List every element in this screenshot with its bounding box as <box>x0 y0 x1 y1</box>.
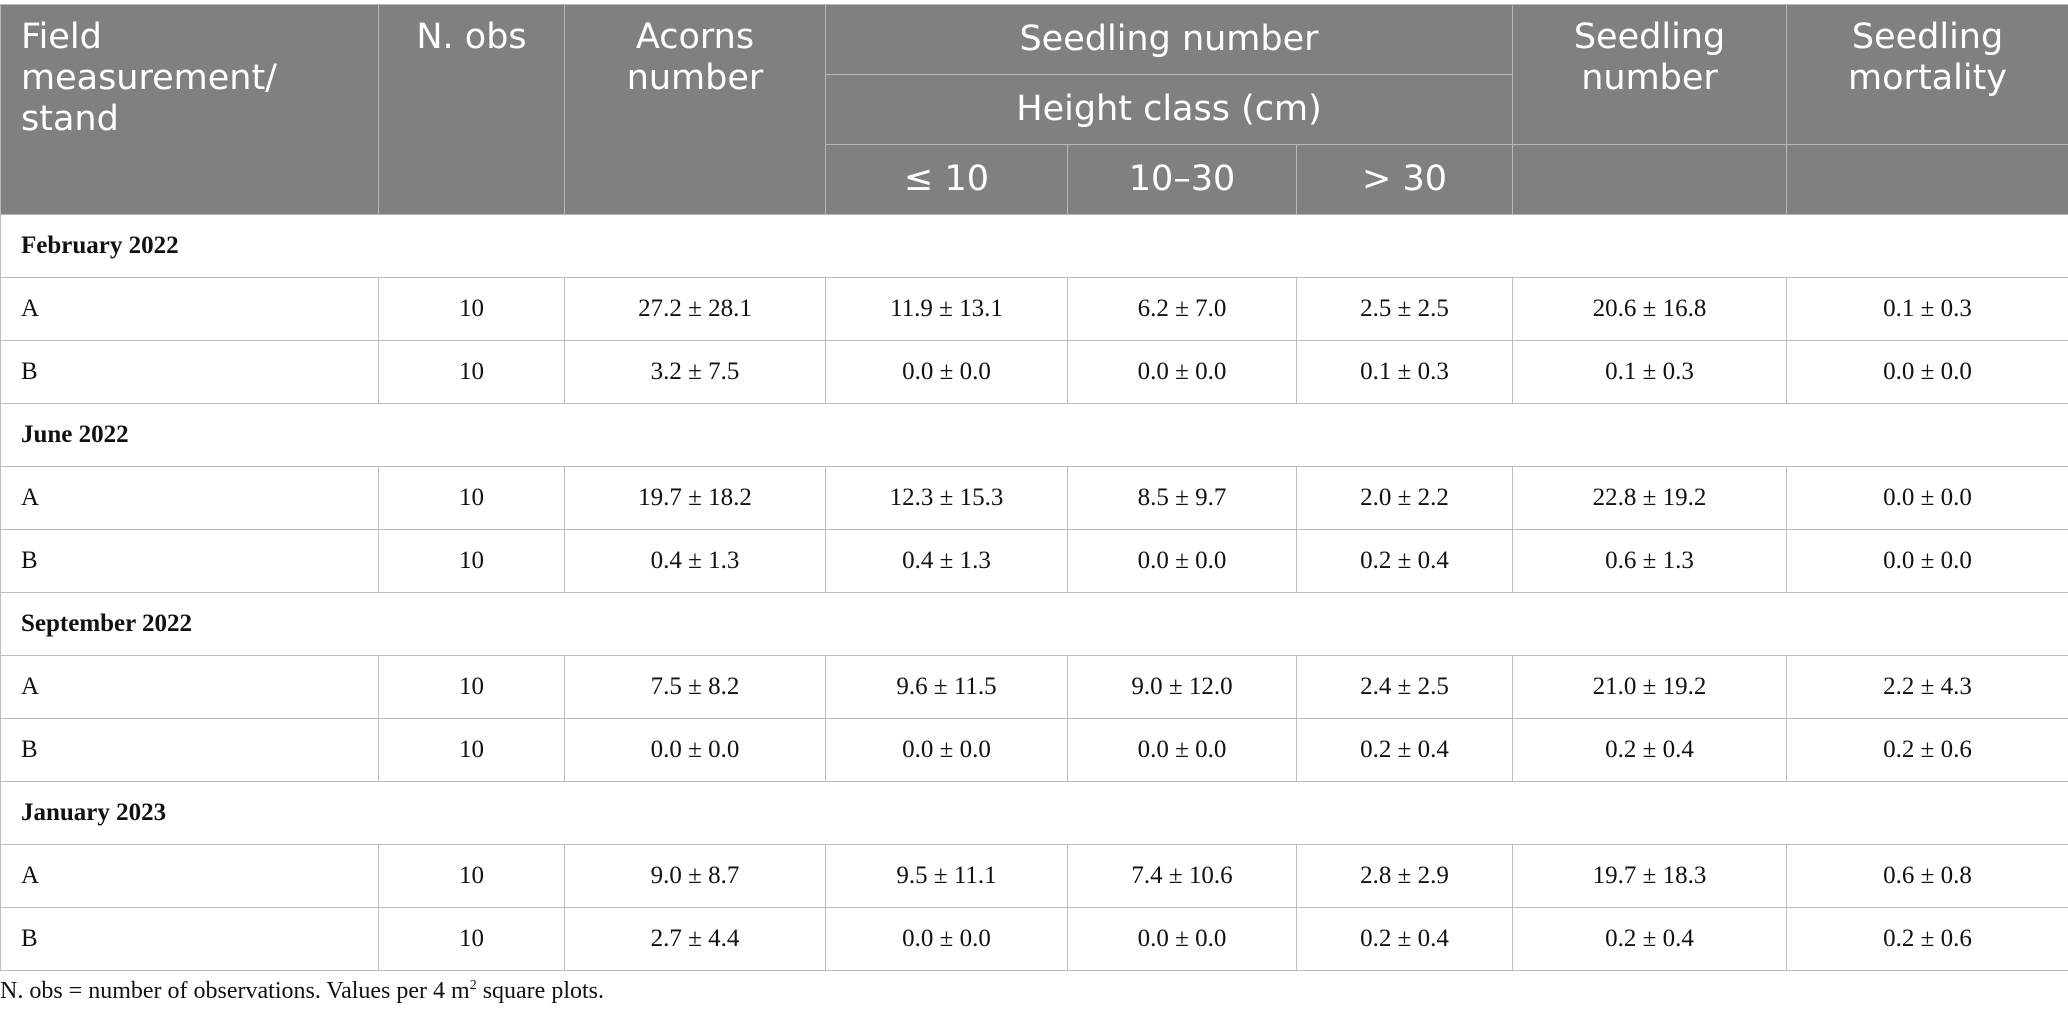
cell-acorns: 19.7 ± 18.2 <box>564 466 826 530</box>
cell-seedling-mortality: 0.0 ± 0.0 <box>1786 466 2068 530</box>
cell-seedling-number: 0.2 ± 0.4 <box>1512 718 1788 782</box>
table-row: A 10 27.2 ± 28.1 11.9 ± 13.1 6.2 ± 7.0 2.5 ± … <box>0 277 2068 341</box>
header-n-obs: N. obs <box>378 4 565 215</box>
cell-height-le10: 11.9 ± 13.1 <box>825 277 1068 341</box>
cell-height-gt30: 0.2 ± 0.4 <box>1295 907 1514 971</box>
section-title: September 2022 <box>0 592 2068 656</box>
header-height-gt30: > 30 <box>1295 144 1514 215</box>
section-title: June 2022 <box>0 403 2068 467</box>
header-height-class: Height class (cm) <box>824 74 1514 145</box>
cell-height-gt30: 2.5 ± 2.5 <box>1295 277 1514 341</box>
header-height-le10: ≤ 10 <box>825 144 1068 215</box>
cell-stand: A <box>0 844 379 908</box>
header-seedling-number-group: Seedling number <box>824 4 1514 75</box>
table-body: February 2022 A 10 27.2 ± 28.1 11.9 ± 13.1 6.… <box>0 214 2068 971</box>
section-row: February 2022 <box>0 214 2068 278</box>
cell-acorns: 7.5 ± 8.2 <box>564 655 826 719</box>
cell-n-obs: 10 <box>378 718 565 782</box>
cell-acorns: 27.2 ± 28.1 <box>564 277 826 341</box>
section-row: January 2023 <box>0 781 2068 845</box>
section-row: June 2022 <box>0 403 2068 467</box>
cell-height-le10: 0.0 ± 0.0 <box>825 718 1068 782</box>
table-header: Field measurement/ stand N. obs Acorns n… <box>0 4 2068 215</box>
cell-seedling-number: 21.0 ± 19.2 <box>1512 655 1788 719</box>
cell-height-gt30: 0.1 ± 0.3 <box>1295 340 1514 404</box>
cell-height-10-30: 7.4 ± 10.6 <box>1067 844 1297 908</box>
header-height-10-30: 10–30 <box>1067 144 1297 215</box>
table-row: B 10 3.2 ± 7.5 0.0 ± 0.0 0.0 ± 0.0 0.1 ± 0.3 0… <box>0 340 2068 404</box>
cell-height-gt30: 0.2 ± 0.4 <box>1295 529 1514 593</box>
cell-stand: B <box>0 340 379 404</box>
cell-seedling-mortality: 2.2 ± 4.3 <box>1786 655 2068 719</box>
cell-n-obs: 10 <box>378 277 565 341</box>
section-title: January 2023 <box>0 781 2068 845</box>
cell-n-obs: 10 <box>378 844 565 908</box>
cell-height-le10: 12.3 ± 15.3 <box>825 466 1068 530</box>
cell-seedling-mortality: 0.0 ± 0.0 <box>1786 529 2068 593</box>
cell-height-le10: 0.0 ± 0.0 <box>825 907 1068 971</box>
cell-acorns: 0.0 ± 0.0 <box>564 718 826 782</box>
cell-n-obs: 10 <box>378 655 565 719</box>
cell-seedling-number: 19.7 ± 18.3 <box>1512 844 1788 908</box>
cell-seedling-number: 0.1 ± 0.3 <box>1512 340 1788 404</box>
table-row: B 10 0.4 ± 1.3 0.4 ± 1.3 0.0 ± 0.0 0.2 ± 0.4 0… <box>0 529 2068 593</box>
table-footnote: N. obs = number of observations. Values … <box>0 978 604 1004</box>
cell-height-gt30: 0.2 ± 0.4 <box>1295 718 1514 782</box>
cell-seedling-mortality: 0.6 ± 0.8 <box>1786 844 2068 908</box>
cell-acorns: 3.2 ± 7.5 <box>564 340 826 404</box>
cell-stand: B <box>0 907 379 971</box>
data-table-container: Field measurement/ stand N. obs Acorns n… <box>0 4 2068 971</box>
header-empty-seedling-mortality <box>1786 144 2068 215</box>
cell-stand: B <box>0 718 379 782</box>
cell-seedling-mortality: 0.0 ± 0.0 <box>1786 340 2068 404</box>
cell-height-10-30: 9.0 ± 12.0 <box>1067 655 1297 719</box>
header-empty-seedling-number <box>1512 144 1788 215</box>
cell-seedling-number: 22.8 ± 19.2 <box>1512 466 1788 530</box>
section-title: February 2022 <box>0 214 2068 278</box>
cell-height-10-30: 0.0 ± 0.0 <box>1067 718 1297 782</box>
cell-stand: B <box>0 529 379 593</box>
cell-height-10-30: 0.0 ± 0.0 <box>1067 907 1297 971</box>
cell-n-obs: 10 <box>378 907 565 971</box>
section-row: September 2022 <box>0 592 2068 656</box>
cell-n-obs: 10 <box>378 466 565 530</box>
cell-height-le10: 9.5 ± 11.1 <box>825 844 1068 908</box>
cell-seedling-mortality: 0.2 ± 0.6 <box>1786 907 2068 971</box>
cell-height-10-30: 0.0 ± 0.0 <box>1067 529 1297 593</box>
table-row: A 10 19.7 ± 18.2 12.3 ± 15.3 8.5 ± 9.7 2.0 ± … <box>0 466 2068 530</box>
table-row: B 10 2.7 ± 4.4 0.0 ± 0.0 0.0 ± 0.0 0.2 ± 0.4 0… <box>0 907 2068 971</box>
cell-seedling-mortality: 0.2 ± 0.6 <box>1786 718 2068 782</box>
cell-height-le10: 0.0 ± 0.0 <box>825 340 1068 404</box>
cell-acorns: 2.7 ± 4.4 <box>564 907 826 971</box>
cell-n-obs: 10 <box>378 340 565 404</box>
cell-height-le10: 0.4 ± 1.3 <box>825 529 1068 593</box>
table-row: A 10 9.0 ± 8.7 9.5 ± 11.1 7.4 ± 10.6 2.8 ± 2.… <box>0 844 2068 908</box>
cell-height-le10: 9.6 ± 11.5 <box>825 655 1068 719</box>
cell-height-10-30: 8.5 ± 9.7 <box>1067 466 1297 530</box>
header-acorns-number: Acorns number <box>564 4 826 215</box>
cell-height-gt30: 2.4 ± 2.5 <box>1295 655 1514 719</box>
cell-seedling-mortality: 0.1 ± 0.3 <box>1786 277 2068 341</box>
cell-n-obs: 10 <box>378 529 565 593</box>
cell-height-gt30: 2.0 ± 2.2 <box>1295 466 1514 530</box>
cell-height-10-30: 6.2 ± 7.0 <box>1067 277 1297 341</box>
cell-stand: A <box>0 466 379 530</box>
table-row: A 10 7.5 ± 8.2 9.6 ± 11.5 9.0 ± 12.0 2.4 ± 2.… <box>0 655 2068 719</box>
cell-acorns: 9.0 ± 8.7 <box>564 844 826 908</box>
cell-height-10-30: 0.0 ± 0.0 <box>1067 340 1297 404</box>
table-row: B 10 0.0 ± 0.0 0.0 ± 0.0 0.0 ± 0.0 0.2 ± 0.4 0… <box>0 718 2068 782</box>
cell-seedling-number: 20.6 ± 16.8 <box>1512 277 1788 341</box>
cell-stand: A <box>0 655 379 719</box>
cell-height-gt30: 2.8 ± 2.9 <box>1295 844 1514 908</box>
cell-stand: A <box>0 277 379 341</box>
header-seedling-number: Seedling number <box>1512 4 1788 145</box>
data-table: Field measurement/ stand N. obs Acorns n… <box>0 4 2068 971</box>
header-field-measurement: Field measurement/ stand <box>0 4 379 215</box>
cell-seedling-number: 0.6 ± 1.3 <box>1512 529 1788 593</box>
cell-acorns: 0.4 ± 1.3 <box>564 529 826 593</box>
cell-seedling-number: 0.2 ± 0.4 <box>1512 907 1788 971</box>
header-seedling-mortality: Seedling mortality <box>1786 4 2068 145</box>
